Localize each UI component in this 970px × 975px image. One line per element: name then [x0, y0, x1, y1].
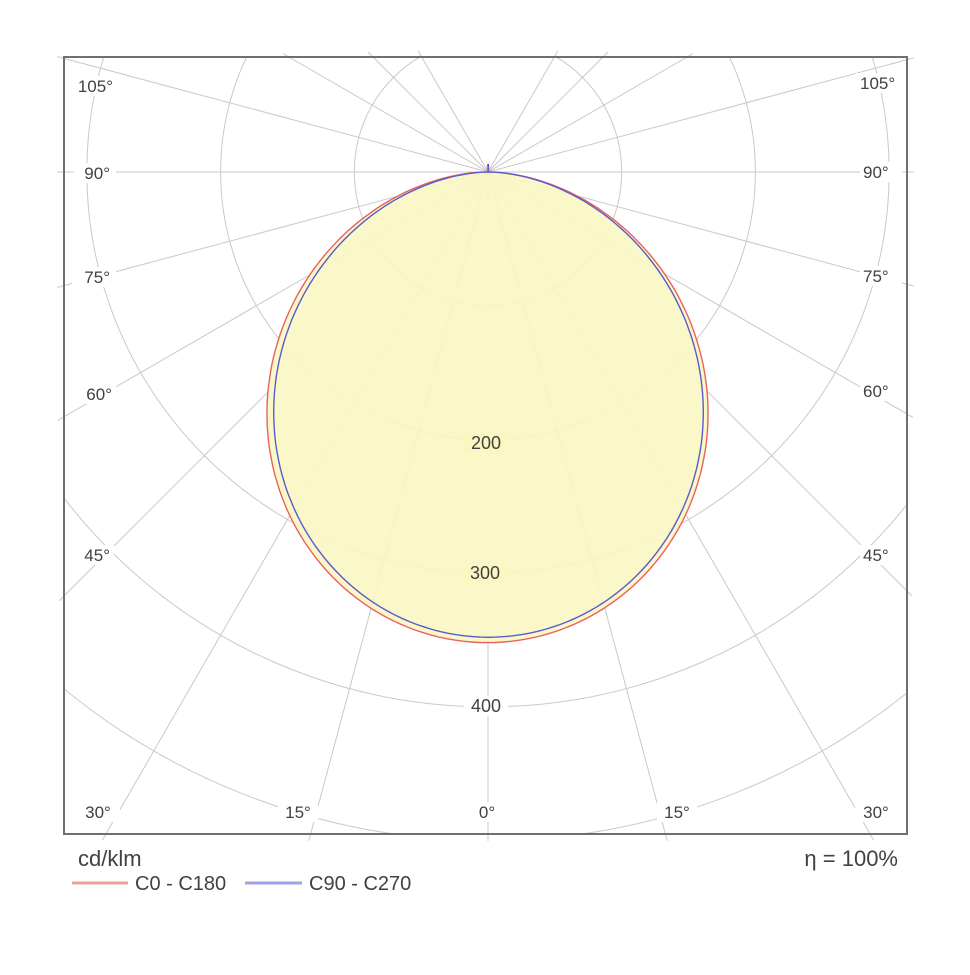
legend-label-c0-c180: C0 - C180 — [135, 873, 226, 895]
ring-label-200: 200 — [464, 433, 508, 453]
ring-label-bg — [463, 563, 507, 583]
angle-label-left-75: 75° — [84, 268, 110, 287]
radial-grid-line — [487, 50, 559, 173]
radial-grid-line — [57, 56, 489, 173]
angle-labels-left: 105° 90° 75° 60° 45° 30° — [70, 76, 120, 822]
unit-label: cd/klm — [78, 846, 142, 871]
label-bg — [860, 381, 902, 401]
angle-label-right-105: 105° — [860, 74, 895, 93]
radial-grid-line — [367, 51, 489, 173]
angle-labels-right: 105° 90° 75° 60° 45° 30° — [855, 73, 902, 822]
label-bg — [471, 802, 503, 822]
angle-label-bottom-15l: 15° — [285, 803, 311, 822]
angle-label-right-90: 90° — [863, 163, 889, 182]
angle-label-left-30: 30° — [85, 803, 111, 822]
angle-label-left-90: 90° — [84, 164, 110, 183]
label-bg — [278, 802, 318, 822]
radial-grid-line — [282, 53, 489, 173]
angle-label-bottom-0: 0° — [479, 803, 495, 822]
angle-label-right-75: 75° — [863, 267, 889, 286]
intensity-fill — [267, 164, 708, 643]
angle-label-right-30: 30° — [863, 803, 889, 822]
angle-label-left-60: 60° — [86, 385, 112, 404]
label-bg — [70, 76, 116, 96]
curve-c0-c180 — [266, 164, 709, 644]
ring-label-bg — [464, 696, 508, 716]
angle-label-left-45: 45° — [84, 546, 110, 565]
angle-label-right-60: 60° — [863, 382, 889, 401]
angle-label-left-105: 105° — [78, 77, 113, 96]
angle-label-right-45: 45° — [863, 546, 889, 565]
radial-grid-line — [487, 57, 914, 173]
ring-label-300: 300 — [463, 563, 507, 583]
label-bg — [76, 802, 120, 822]
plot-border — [63, 56, 908, 835]
label-bg — [860, 162, 902, 182]
legend-label-c90-c270: C90 - C270 — [309, 873, 411, 895]
label-bg — [72, 545, 114, 565]
label-bg — [855, 802, 899, 822]
label-bg — [657, 802, 697, 822]
ring-label-text: 300 — [470, 563, 500, 583]
ring-label-bg — [464, 433, 508, 453]
intensity-curves — [266, 164, 709, 644]
label-bg — [860, 545, 902, 565]
ring-label-text: 200 — [471, 433, 501, 453]
radial-grid-line — [417, 50, 489, 173]
label-bg — [860, 266, 902, 286]
curve-c90-c270 — [273, 164, 704, 638]
ring-label-400: 400 — [464, 696, 508, 716]
label-bg — [856, 73, 902, 93]
ring-label-text: 400 — [471, 696, 501, 716]
radial-grid-line — [487, 51, 609, 173]
legend: C0 - C180 C90 - C270 — [72, 873, 411, 895]
angle-label-bottom-15r: 15° — [664, 803, 690, 822]
efficiency-label: η = 100% — [804, 846, 898, 871]
radial-grid-line — [487, 53, 694, 173]
label-bg — [74, 384, 116, 404]
angle-labels-bottom: 15° 0° 15° — [278, 802, 697, 822]
label-bg — [72, 267, 116, 287]
label-bg — [74, 163, 116, 183]
